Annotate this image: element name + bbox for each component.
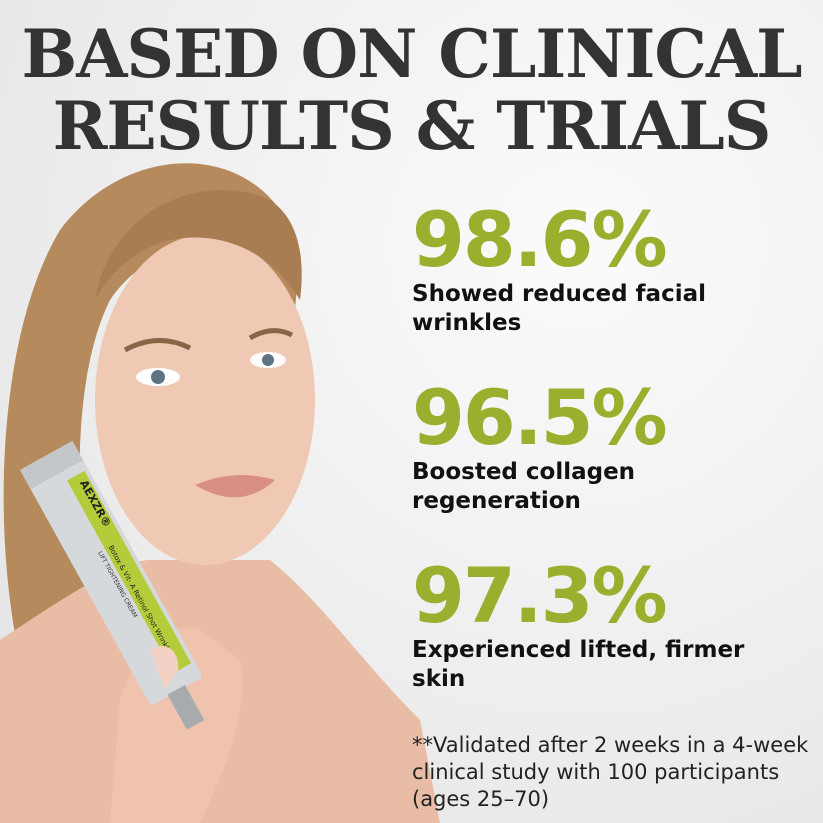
stat-label: Showed reduced facial wrinkles [412,281,706,336]
stat-1: 98.6% Showed reduced facial wrinkles [412,200,752,338]
stat-3: 97.3% Experienced lifted, firmer skin [412,556,792,694]
stat-value: 96.5% [412,373,668,462]
stat-value: 98.6% [412,195,668,284]
headline: BASED ON CLINICAL RESULTS & TRIALS [0,18,823,162]
stat-value: 97.3% [412,551,668,640]
face [95,235,315,565]
headline-line2: RESULTS & TRIALS [52,87,772,165]
stat-label: Experienced lifted, firmer skin [412,637,745,692]
stat-label: Boosted collagen regeneration [412,459,636,514]
stat-2: 96.5% Boosted collagen regeneration [412,378,692,516]
headline-line1: BASED ON CLINICAL [21,15,802,93]
footnote: **Validated after 2 weeks in a 4-week cl… [412,733,809,811]
lips [195,475,275,498]
